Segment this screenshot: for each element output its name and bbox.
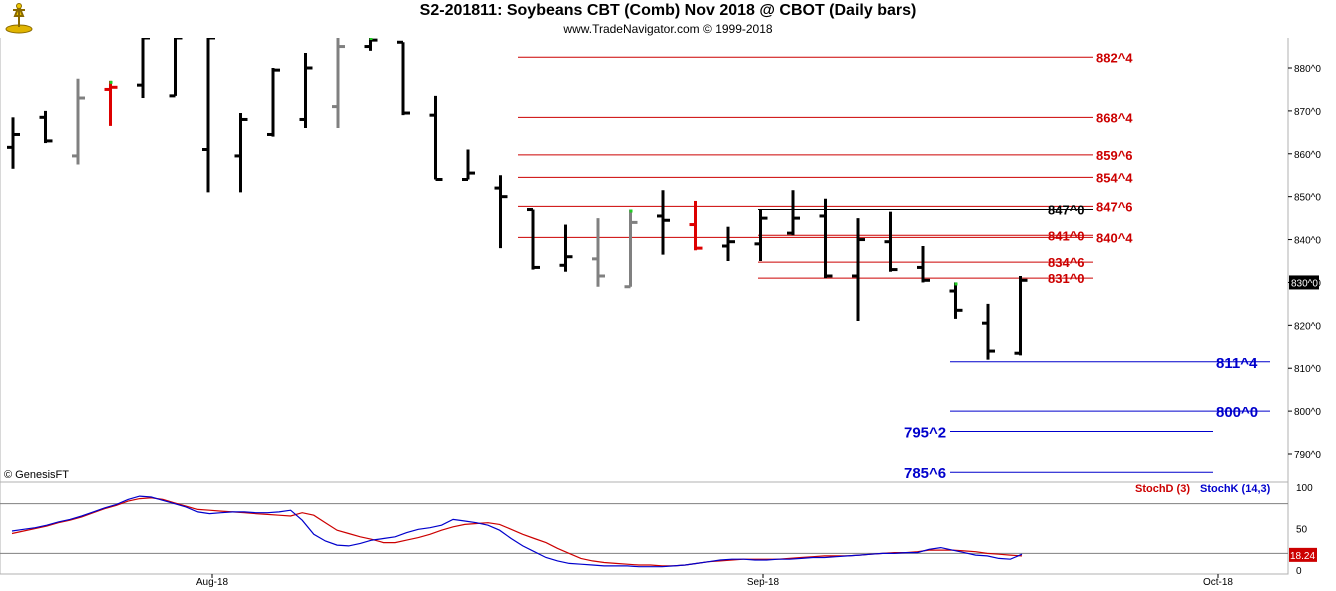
level-label: 785^6: [904, 465, 946, 482]
signal-marker: [109, 80, 113, 84]
level-label: 811^4: [1216, 355, 1258, 372]
date-tick-label: Sep-18: [747, 577, 780, 588]
level-label: 847^0: [1048, 203, 1085, 218]
trade-navigator-logo-icon: [5, 3, 33, 34]
stoch-y-axis: 100 50 0 18.24: [1289, 483, 1317, 577]
stoch-reference-lines: [0, 503, 1288, 554]
price-tick-label: 810^0: [1294, 364, 1321, 375]
stochk-line: [11, 495, 1023, 568]
price-tick-label: 850^0: [1294, 193, 1321, 204]
price-tick-label: 860^0: [1294, 150, 1321, 161]
price-tick-label: 840^0: [1294, 236, 1321, 247]
watermark: © GenesisFT: [4, 469, 69, 481]
level-label: 854^4: [1096, 170, 1133, 185]
level-label: 882^4: [1096, 50, 1133, 65]
level-label: 800^0: [1216, 404, 1258, 421]
price-tick-label: 800^0: [1294, 407, 1321, 418]
last-price-box: [1289, 275, 1319, 290]
price-tick-label: 790^0: [1294, 450, 1321, 461]
signal-marker: [369, 37, 373, 40]
price-panel-border: [0, 35, 1289, 483]
stoch-panel-border: [0, 481, 1289, 575]
date-tick-label: Oct-18: [1203, 577, 1233, 588]
level-lines: 882^4 868^4 859^6 854^4 847^6 840^4 847^0 841^0…: [518, 50, 1270, 482]
stoch-tick-label: 100: [1296, 483, 1313, 494]
price-bars: [7, 36, 1028, 360]
stoch-last-value-label: 18.24: [1290, 551, 1315, 562]
date-tick-label: Aug-18: [196, 577, 229, 588]
signal-marker: [629, 209, 633, 213]
legend-stochk: StochK (14,3): [1200, 483, 1271, 495]
stoch-tick-label: 0: [1296, 566, 1302, 577]
chart-subtitle: www.TradeNavigator.com © 1999-2018: [563, 22, 773, 36]
date-axis: Aug-18 Sep-18 Oct-18: [196, 574, 1233, 588]
title-bar: S2-201811: Soybeans CBT (Comb) Nov 2018 …: [0, 0, 1336, 38]
price-panel-frame: [0, 35, 1289, 575]
price-tick-label: 820^0: [1294, 321, 1321, 332]
stochastic-lines: [11, 495, 1023, 568]
level-label: 841^0: [1048, 228, 1085, 243]
level-label: 840^4: [1096, 230, 1133, 245]
last-price-label: 830^0: [1291, 278, 1318, 289]
level-label: 868^4: [1096, 110, 1133, 125]
price-tick-label: 880^0: [1294, 64, 1321, 75]
level-label: 795^2: [904, 424, 946, 441]
price-tick-label: 870^0: [1294, 107, 1321, 118]
level-label: 859^6: [1096, 148, 1133, 163]
price-y-axis: 880^0 870^0 860^0 850^0 840^0 830^0 820^0 810^0…: [1288, 64, 1321, 461]
chart-title: S2-201811: Soybeans CBT (Comb) Nov 2018 …: [419, 2, 917, 19]
stoch-last-value-box: [1289, 547, 1317, 562]
level-label: 834^6: [1048, 255, 1085, 270]
level-label: 847^6: [1096, 199, 1133, 214]
signal-marker: [954, 282, 958, 286]
level-label: 831^0: [1048, 271, 1085, 286]
stoch-tick-label: 50: [1296, 525, 1308, 536]
legend-stochd: StochD (3): [1135, 483, 1190, 495]
